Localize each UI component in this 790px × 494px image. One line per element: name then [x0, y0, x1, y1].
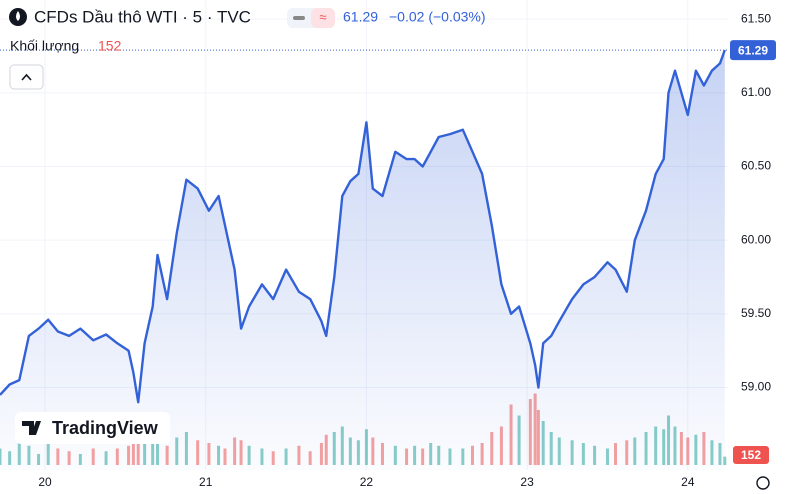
- header-change: −0.02 (−0.03%): [389, 9, 486, 25]
- pill-dash: [293, 16, 305, 20]
- volume-tag-label: 152: [741, 448, 761, 462]
- header-price: 61.29: [343, 9, 378, 25]
- settings-icon[interactable]: [756, 476, 770, 490]
- symbol-title[interactable]: CFDs Dầu thô WTI · 5 · TVC: [34, 7, 251, 26]
- price-tag-label: 61.29: [738, 43, 768, 57]
- x-tick-label: 21: [199, 475, 213, 489]
- y-tick-label: 59.50: [741, 306, 771, 320]
- x-tick-label: 20: [38, 475, 52, 489]
- drop-icon: [16, 11, 20, 21]
- logo-mark: [22, 421, 41, 435]
- x-tick-label: 24: [681, 475, 695, 489]
- volume-title: Khối lượng: [10, 38, 79, 54]
- pill-right[interactable]: [311, 8, 335, 28]
- y-tick-label: 61.00: [741, 85, 771, 99]
- y-tick-label: 61.50: [741, 11, 771, 25]
- chevron: [21, 73, 32, 81]
- price-line: [0, 49, 726, 404]
- collapse-button[interactable]: [9, 64, 44, 90]
- logo-text: TradingView: [52, 418, 159, 438]
- x-tick-label: 22: [360, 475, 374, 489]
- y-tick-label: 60.00: [741, 232, 771, 246]
- area-fill: [0, 50, 725, 470]
- pill-approx: ≈: [319, 9, 326, 24]
- y-tick-label: 59.00: [741, 380, 771, 394]
- price-axis-bg: [728, 0, 790, 494]
- time-axis-bg: [0, 470, 790, 494]
- x-tick-label: 23: [520, 475, 534, 489]
- logo-box[interactable]: [15, 412, 170, 444]
- volume-tag: [733, 446, 769, 464]
- volume-value: 152: [98, 38, 122, 54]
- price-tag: [730, 40, 776, 61]
- y-tick-label: 60.50: [741, 159, 771, 173]
